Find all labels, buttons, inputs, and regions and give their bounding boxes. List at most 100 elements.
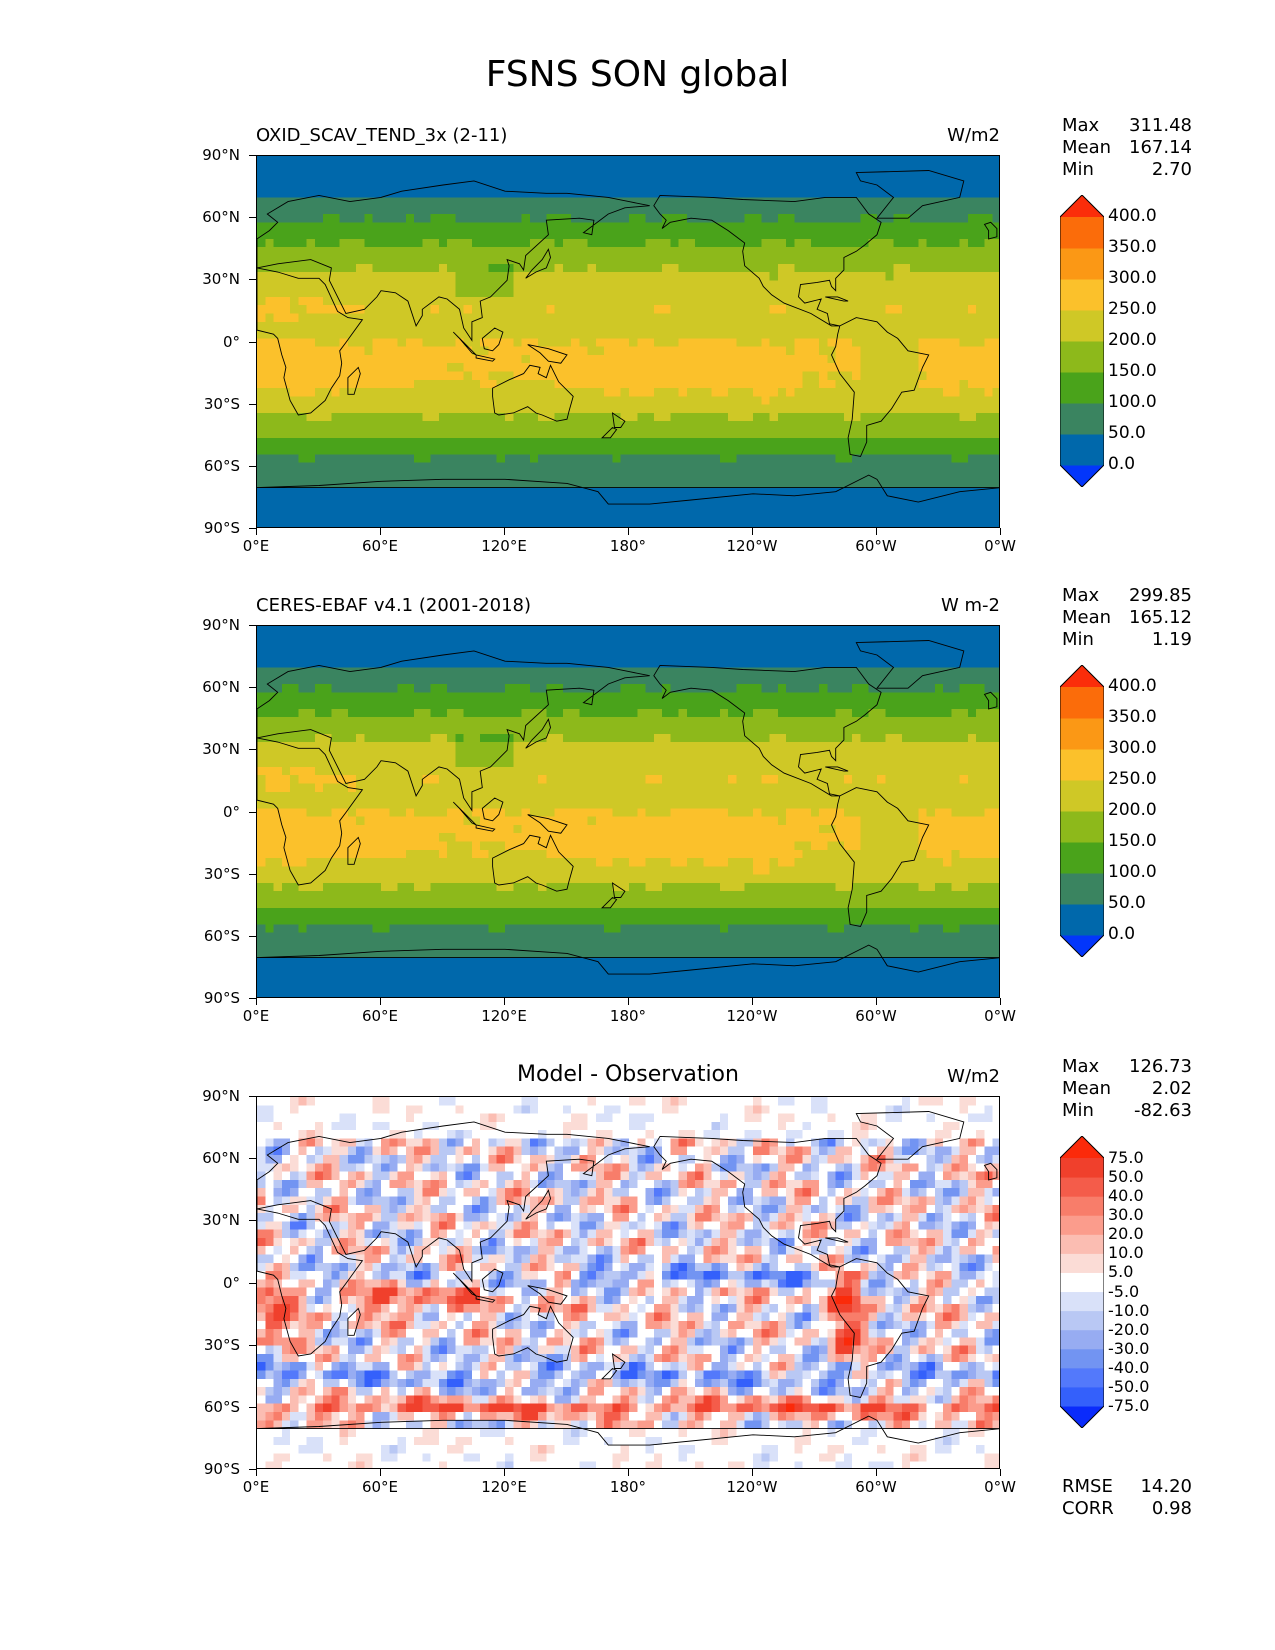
contour-cell	[604, 659, 614, 669]
contour-cell	[538, 354, 547, 364]
contour-cell	[719, 421, 729, 431]
contour-cell	[901, 280, 911, 290]
contour-cell	[290, 346, 299, 356]
contour-cell	[901, 470, 911, 480]
contour-cell	[571, 197, 580, 207]
contour-cell	[438, 172, 448, 182]
contour-cell	[843, 446, 853, 455]
contour-cell	[480, 700, 490, 710]
contour-cell	[265, 675, 275, 685]
contour-cell	[298, 634, 308, 644]
contour-cell	[695, 222, 704, 232]
contour-cell	[810, 504, 820, 514]
contour-cell	[455, 214, 465, 223]
contour-cell	[662, 305, 671, 315]
contour-cell	[835, 396, 845, 406]
contour-cell	[273, 404, 283, 414]
contour-cell	[670, 675, 680, 685]
contour-cell	[819, 214, 828, 223]
contour-cell	[471, 396, 481, 406]
contour-cell	[612, 396, 622, 406]
contour-cell	[562, 520, 572, 527]
contour-cell	[984, 684, 994, 693]
contour-cell	[463, 396, 473, 406]
contour-cell	[438, 280, 448, 290]
contour-cell	[645, 479, 655, 489]
contour-cell	[686, 626, 696, 635]
contour-cell	[769, 642, 779, 652]
contour-cell	[918, 164, 928, 174]
contour-cell	[505, 247, 514, 257]
contour-cell	[438, 692, 448, 702]
contour-cell	[347, 650, 357, 660]
contour-cell	[273, 354, 283, 364]
contour-cell	[967, 272, 977, 281]
contour-cell	[405, 462, 415, 472]
contour-cell	[521, 659, 531, 669]
contour-cell	[629, 396, 638, 406]
contour-cell	[587, 412, 597, 422]
contour-cell	[612, 305, 622, 315]
contour-cell	[314, 346, 324, 356]
contour-cell	[298, 659, 308, 669]
contour-cell	[662, 321, 671, 331]
contour-cell	[389, 197, 399, 207]
contour-cell	[629, 247, 638, 257]
contour-cell	[529, 247, 539, 257]
contour-cell	[860, 305, 870, 315]
contour-cell	[967, 626, 977, 635]
contour-cell	[959, 404, 969, 414]
contour-cell	[810, 692, 820, 702]
contour-cell	[587, 305, 597, 315]
contour-cell	[281, 454, 291, 464]
contour-cell	[595, 667, 605, 677]
contour-cell	[414, 263, 423, 273]
contour-cell	[356, 296, 366, 306]
contour-cell	[364, 487, 374, 497]
contour-cell	[653, 338, 663, 348]
contour-cell	[546, 164, 556, 174]
contour-cell	[736, 338, 746, 348]
contour-cell	[645, 371, 655, 381]
contour-cell	[571, 650, 580, 660]
contour-cell	[323, 371, 332, 381]
contour-cell	[736, 446, 746, 455]
contour-cell	[860, 454, 870, 464]
contour-cell	[819, 437, 828, 447]
contour-cell	[430, 330, 440, 339]
contour-cell	[637, 512, 647, 522]
contour-cell	[885, 288, 895, 298]
contour-cell	[372, 255, 382, 265]
contour-cell	[984, 495, 994, 505]
contour-cell	[984, 479, 994, 489]
contour-cell	[298, 421, 308, 431]
contour-cell	[513, 346, 523, 356]
stat-row: Mean 167.14	[1062, 137, 1192, 159]
contour-cell	[728, 338, 738, 348]
contour-cell	[711, 197, 721, 207]
contour-cell	[298, 280, 308, 290]
contour-cell	[819, 667, 828, 677]
contour-cell	[794, 280, 804, 290]
contour-cell	[662, 626, 671, 635]
lon-tick	[752, 528, 753, 535]
contour-cell	[579, 437, 589, 447]
contour-cell	[984, 272, 994, 281]
contour-cell	[447, 197, 456, 207]
contour-cell	[794, 330, 804, 339]
contour-cell	[728, 388, 738, 397]
contour-cell	[620, 667, 630, 677]
contour-cell	[728, 214, 738, 223]
contour-cell	[455, 421, 465, 431]
contour-cell	[653, 296, 663, 306]
contour-cell	[910, 305, 919, 315]
contour-cell	[885, 263, 895, 273]
contour-cell	[645, 272, 655, 281]
contour-cell	[670, 180, 680, 190]
contour-cell	[852, 437, 862, 447]
contour-cell	[629, 634, 638, 644]
contour-cell	[885, 470, 895, 480]
contour-cell	[562, 470, 572, 480]
contour-cell	[951, 454, 961, 464]
contour-cell	[827, 634, 837, 644]
